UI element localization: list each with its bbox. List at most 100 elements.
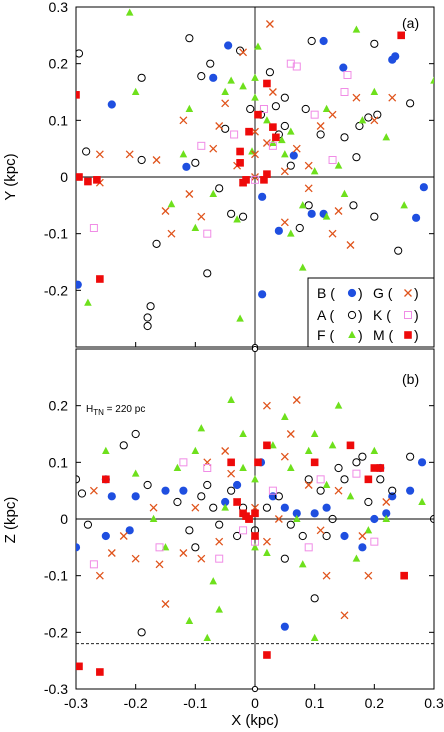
point-b-G-8	[191, 503, 200, 512]
xtick-label-b-0: -0.3	[64, 695, 88, 711]
point-b-G-30	[197, 554, 206, 563]
ytick-label-b-4: -0.2	[44, 624, 68, 640]
point-b-F-28	[328, 441, 337, 449]
point-a-F-24	[298, 263, 307, 271]
legend-label-K: K (	[373, 307, 391, 323]
point-a-B-4	[224, 41, 233, 50]
legend-entry-M: M ()	[373, 327, 419, 343]
point-a-B-14	[412, 213, 421, 222]
ytick-label-a-4: -0.1	[44, 226, 68, 242]
point-b-M-1	[96, 668, 104, 676]
point-b-F-15	[292, 514, 301, 522]
point-a-F-6	[209, 189, 218, 197]
point-b-F-33	[203, 633, 212, 641]
point-a-A-38	[370, 212, 379, 221]
point-b-A-31	[280, 554, 289, 563]
point-a-B-10	[307, 209, 316, 218]
point-b-G-11	[221, 447, 230, 455]
point-b-M-14	[370, 464, 379, 472]
point-a-F-18	[334, 161, 343, 169]
point-b-B-2	[107, 492, 116, 501]
point-b-B-23	[322, 503, 331, 512]
point-a-F-26	[233, 215, 241, 223]
point-b-B-10	[280, 503, 289, 512]
point-a-A-25	[304, 201, 313, 210]
point-a-G-7	[185, 190, 194, 198]
point-a-G-30	[239, 48, 248, 57]
point-b-G-24	[358, 532, 367, 540]
point-a-K-7	[286, 59, 295, 68]
point-a-K-0	[89, 224, 98, 232]
point-b-M-18	[251, 509, 259, 518]
point-a-F-22	[430, 76, 434, 84]
point-b-A-0	[76, 475, 81, 484]
point-a-M-9	[245, 127, 253, 136]
point-a-G-25	[346, 241, 355, 249]
point-b-M-19	[245, 515, 253, 523]
point-b-A-7	[185, 526, 194, 535]
point-a-F-14	[287, 127, 295, 135]
point-b-M-15	[376, 464, 385, 472]
point-b-A-25	[358, 452, 367, 461]
ytick-label-b-2: 0	[60, 511, 68, 527]
point-b-F-14	[281, 412, 289, 420]
point-a-B-5	[289, 151, 298, 160]
point-b-G-2	[119, 532, 128, 540]
point-a-M-5	[236, 147, 244, 156]
point-b-B-16	[388, 492, 397, 501]
point-a-F-33	[251, 73, 259, 81]
point-a-M-10	[254, 110, 262, 119]
point-a-F-11	[263, 116, 271, 124]
point-b-A-26	[364, 497, 373, 507]
point-a-A-6	[143, 313, 152, 322]
point-b-M-4	[233, 498, 241, 506]
legend-marker-B	[347, 288, 357, 298]
point-b-G-25	[364, 571, 373, 580]
point-b-F-19	[322, 480, 331, 488]
legend-marker-M	[404, 331, 412, 339]
point-b-A-32	[310, 594, 319, 603]
point-b-A-17	[274, 492, 283, 501]
point-a-A-40	[406, 99, 415, 108]
point-b-G-20	[316, 526, 325, 535]
point-b-G-0	[89, 486, 98, 495]
point-a-A-11	[235, 46, 245, 55]
point-b-F-23	[370, 446, 379, 454]
point-b-G-7	[179, 549, 188, 557]
point-a-M-8	[242, 176, 250, 184]
point-b-M-17	[364, 475, 373, 484]
legend-entry-F: F ()	[317, 327, 363, 343]
point-b-A-12	[227, 486, 236, 495]
point-b-A-14	[233, 531, 242, 541]
point-a-A-35	[271, 102, 280, 111]
point-b-B-18	[417, 458, 427, 467]
point-b-M-2	[102, 475, 110, 484]
legend-entries: B () G ()A () K ()F () M ()	[317, 285, 419, 343]
point-b-A-30	[429, 514, 434, 524]
annotation-rest: = 220 pc	[104, 404, 145, 415]
ytick-label-a-2: 0.1	[49, 112, 69, 128]
point-b-A-2	[83, 520, 93, 529]
point-a-M-3	[93, 176, 101, 184]
point-a-M-16	[397, 31, 405, 40]
ytick-label-a-5: -0.2	[44, 282, 68, 298]
legend-marker-F	[348, 330, 356, 338]
point-b-G-26	[382, 498, 391, 506]
point-b-M-0	[76, 662, 83, 671]
point-b-A-34	[334, 463, 343, 473]
point-a-A-1	[82, 147, 91, 156]
legend-entry-G: G ()	[373, 285, 419, 301]
point-a-A-23	[286, 161, 295, 170]
xtick-label-b-5: 0.2	[365, 695, 385, 711]
point-a-A-0	[76, 49, 84, 58]
point-b-A-28	[388, 486, 397, 495]
point-b-G-21	[322, 571, 331, 580]
point-b-A-21	[316, 486, 325, 495]
point-a-G-20	[304, 161, 313, 170]
panel-b-ticks: 0.2 0.1 0 -0.1 -0.2 -0.3-0.3 -0.2 -0.1 0 0.1 0.2 0.…	[44, 398, 444, 711]
panel-a-ylabel: Y (kpc)	[2, 153, 19, 200]
point-a-K-2	[203, 229, 212, 238]
point-a-G-27	[388, 93, 397, 102]
point-a-M-1	[76, 173, 83, 181]
point-a-F-29	[358, 116, 367, 124]
